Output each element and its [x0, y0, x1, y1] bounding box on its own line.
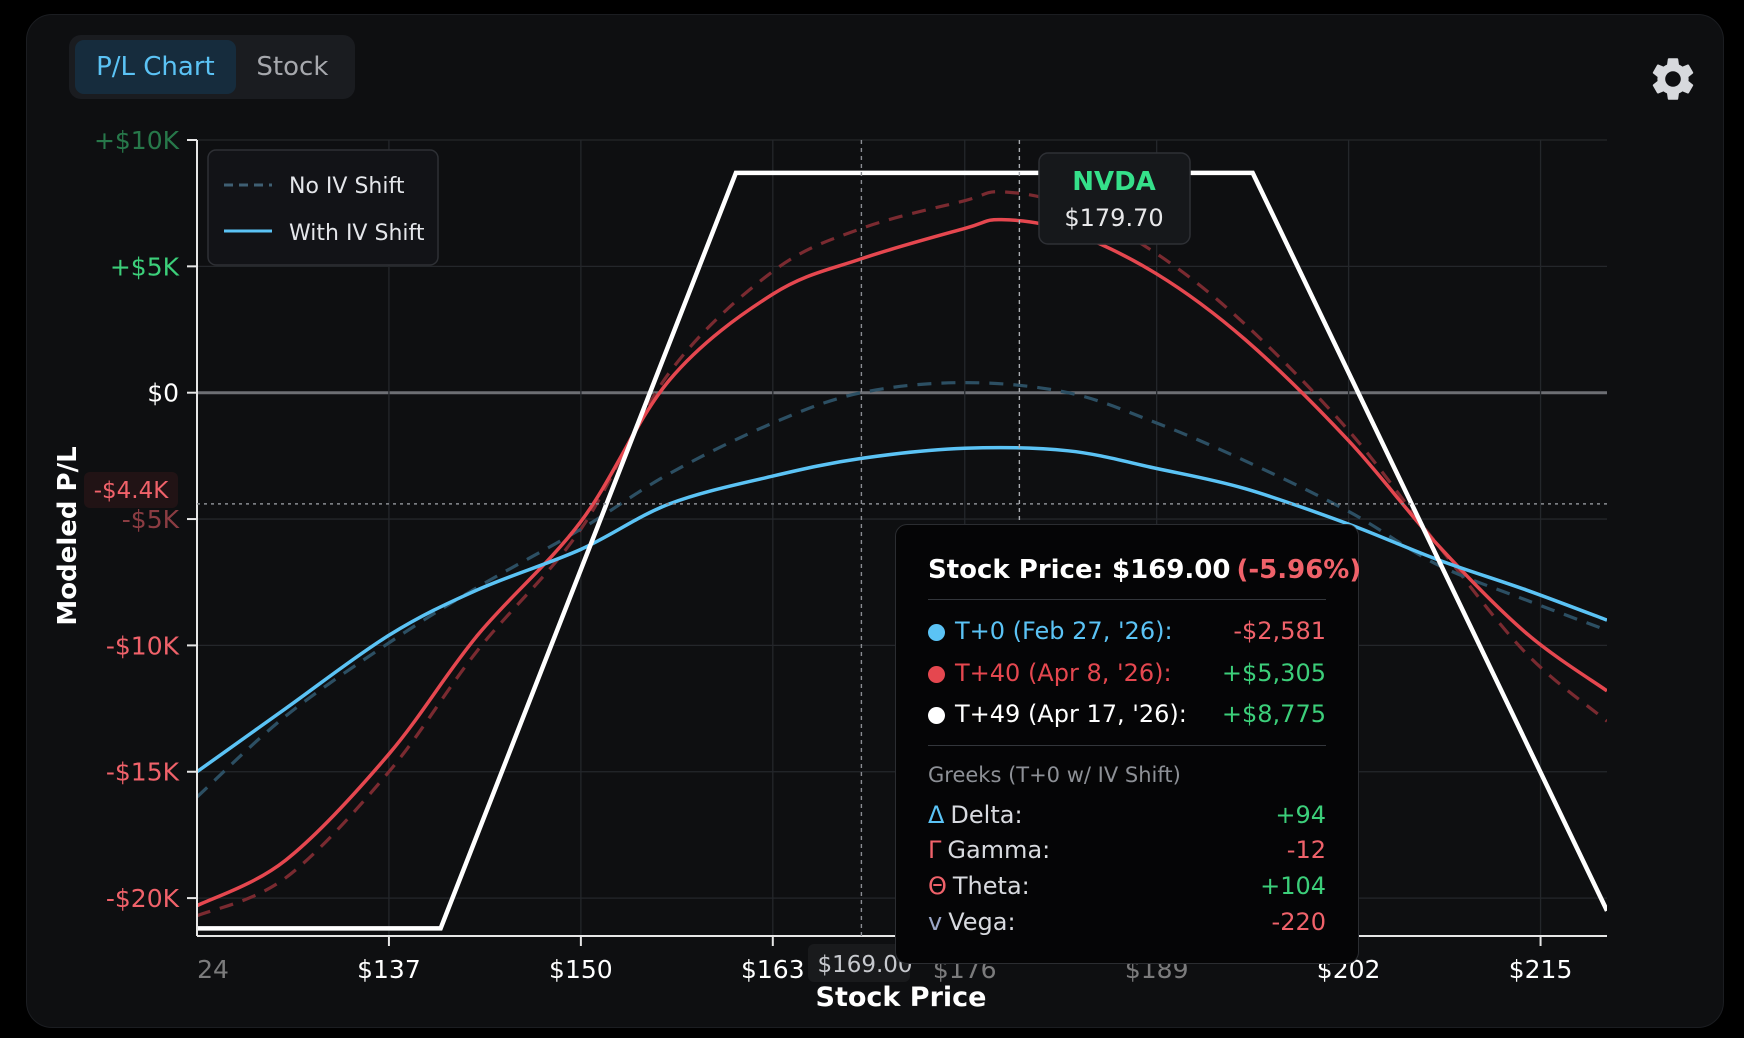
greek-row-delta: Δ Delta: +94	[928, 801, 1326, 829]
greek-value: -220	[1271, 908, 1326, 936]
tooltip-row-t49: T+49 (Apr 17, '26): +$8,775	[928, 700, 1326, 728]
greek-label: Delta:	[950, 801, 1023, 829]
hover-tooltip: Stock Price: $169.00 (-5.96%) T+0 (Feb 27…	[895, 524, 1361, 964]
tooltip-row-value: +$8,775	[1221, 700, 1326, 728]
greek-row-gamma: Γ Gamma: -12	[928, 836, 1326, 864]
y-tick-label: +$10K	[94, 126, 180, 155]
t40-line	[197, 217, 1607, 908]
x-tick-label: $163	[741, 955, 805, 984]
x-tick-label: 24	[197, 955, 229, 984]
tooltip-row-value: -$2,581	[1233, 617, 1326, 645]
tooltip-stock-price: Stock Price: $169.00	[928, 555, 1231, 585]
tooltip-row-t40: T+40 (Apr 8, '26): +$5,305	[928, 659, 1326, 687]
t0-dot-icon	[928, 623, 945, 641]
legend: No IV Shift With IV Shift	[207, 149, 439, 266]
tab-pl-chart[interactable]: P/L Chart	[75, 40, 236, 94]
x-tick-label: $215	[1509, 955, 1573, 984]
tooltip-divider	[928, 599, 1326, 600]
legend-dashed-label: No IV Shift	[289, 174, 405, 199]
tooltip-row-t0: T+0 (Feb 27, '26): -$2,581	[928, 617, 1326, 645]
y-crosshair-badge: -$4.4K	[84, 472, 178, 508]
y-axis-title: Modeled P/L	[53, 446, 83, 625]
t0-line	[197, 445, 1607, 774]
greek-value: -12	[1286, 836, 1326, 864]
greek-value: +94	[1275, 801, 1326, 829]
greek-row-theta: Θ Theta: +104	[928, 872, 1326, 900]
legend-solid-label: With IV Shift	[289, 221, 425, 246]
t40-dot-icon	[928, 665, 945, 683]
x-axis-ticks: 24 $137 $150 $163 $176 $189 $202 $215	[197, 936, 1572, 984]
gamma-icon: Γ	[928, 836, 942, 864]
y-tick-label: +$5K	[110, 252, 180, 281]
greeks-heading: Greeks (T+0 w/ IV Shift)	[928, 763, 1181, 787]
y-tick-label: -$10K	[106, 631, 180, 660]
y-tick-label: -$20K	[106, 884, 180, 913]
y-axis-ticks: +$10K +$5K $0 -$5K -$10K -$15K -$20K	[94, 126, 197, 913]
gear-icon[interactable]	[1647, 53, 1699, 105]
tooltip-row-value: +$5,305	[1221, 659, 1326, 687]
ticker-symbol: NVDA	[1072, 167, 1156, 197]
greek-value: +104	[1260, 872, 1326, 900]
y-tick-label: $0	[147, 379, 179, 408]
ticker-badge: NVDA $179.70	[1038, 152, 1191, 245]
tooltip-title: Stock Price: $169.00 (-5.96%)	[928, 555, 1361, 585]
greek-label: Gamma:	[947, 836, 1051, 864]
t40-no-iv-line	[197, 190, 1607, 918]
x-tick-label: $137	[357, 955, 421, 984]
y-crosshair-value: -$4.4K	[94, 478, 170, 504]
tooltip-divider	[928, 745, 1326, 746]
y-tick-label: -$5K	[122, 505, 180, 534]
tooltip-price-change: (-5.96%)	[1236, 555, 1362, 585]
delta-icon: Δ	[928, 801, 945, 829]
tooltip-row-label: T+40 (Apr 8, '26):	[955, 659, 1172, 687]
y-tick-label: -$15K	[106, 758, 180, 787]
view-tabs: P/L Chart Stock	[69, 35, 355, 99]
greek-label: Theta:	[952, 872, 1030, 900]
greek-row-vega: v Vega: -220	[928, 908, 1326, 936]
x-crosshair-badge: $169.00	[808, 944, 913, 982]
series-lines	[197, 170, 1607, 931]
tooltip-row-label: T+49 (Apr 17, '26):	[955, 700, 1187, 728]
tooltip-row-label: T+0 (Feb 27, '26):	[955, 617, 1173, 645]
ticker-price: $179.70	[1064, 204, 1163, 232]
x-tick-label: $150	[549, 955, 613, 984]
theta-icon: Θ	[928, 872, 947, 900]
t49-dot-icon	[928, 706, 945, 724]
t49-line	[197, 170, 1607, 931]
x-axis-title: Stock Price	[816, 982, 987, 1013]
greek-label: Vega:	[948, 908, 1016, 936]
tab-stock[interactable]: Stock	[256, 52, 329, 82]
vega-icon: v	[928, 908, 943, 936]
